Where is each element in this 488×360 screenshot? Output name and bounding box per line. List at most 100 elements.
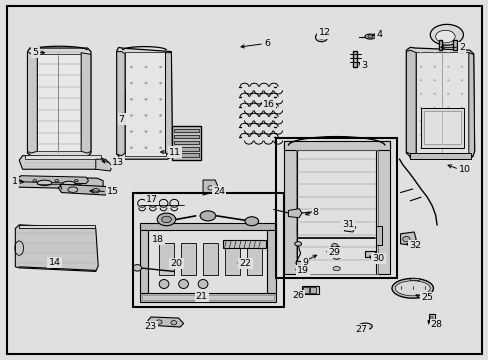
Bar xyxy=(423,111,460,144)
Polygon shape xyxy=(344,223,355,232)
Bar xyxy=(174,147,198,150)
Bar xyxy=(283,141,389,150)
Ellipse shape xyxy=(68,187,78,192)
Ellipse shape xyxy=(433,107,435,108)
Text: 26: 26 xyxy=(292,291,304,300)
Ellipse shape xyxy=(419,134,421,135)
Polygon shape xyxy=(165,53,172,156)
Ellipse shape xyxy=(433,121,435,122)
Ellipse shape xyxy=(419,80,421,81)
Text: 15: 15 xyxy=(107,187,119,196)
Ellipse shape xyxy=(447,121,448,122)
Ellipse shape xyxy=(433,148,435,149)
Text: 24: 24 xyxy=(212,187,224,196)
Ellipse shape xyxy=(460,52,462,54)
Ellipse shape xyxy=(447,134,448,135)
Polygon shape xyxy=(15,225,98,271)
Text: 1: 1 xyxy=(11,177,18,186)
Text: 8: 8 xyxy=(312,208,318,217)
Bar xyxy=(303,287,308,293)
Ellipse shape xyxy=(447,66,448,67)
Ellipse shape xyxy=(33,180,37,182)
Ellipse shape xyxy=(159,114,162,116)
Polygon shape xyxy=(406,47,474,159)
Bar xyxy=(409,153,470,159)
Ellipse shape xyxy=(433,66,435,67)
Ellipse shape xyxy=(207,186,212,190)
Text: 2: 2 xyxy=(458,43,464,52)
Ellipse shape xyxy=(331,253,340,259)
Ellipse shape xyxy=(460,80,462,81)
Ellipse shape xyxy=(419,66,421,67)
Ellipse shape xyxy=(460,107,462,108)
Ellipse shape xyxy=(331,243,337,247)
Ellipse shape xyxy=(361,324,368,328)
Text: 10: 10 xyxy=(458,165,470,174)
Text: 21: 21 xyxy=(195,292,207,301)
Ellipse shape xyxy=(144,98,147,100)
Ellipse shape xyxy=(130,66,132,68)
Ellipse shape xyxy=(159,98,162,100)
Ellipse shape xyxy=(159,66,162,68)
Bar xyxy=(302,286,319,294)
Bar xyxy=(438,40,441,50)
Polygon shape xyxy=(400,232,415,245)
Bar xyxy=(409,278,418,280)
Text: 9: 9 xyxy=(302,258,307,267)
Bar xyxy=(246,243,261,275)
Ellipse shape xyxy=(319,36,324,39)
Bar xyxy=(283,141,297,274)
Polygon shape xyxy=(58,184,109,195)
Bar xyxy=(420,108,463,148)
Ellipse shape xyxy=(294,242,301,246)
Text: 18: 18 xyxy=(152,235,163,244)
Ellipse shape xyxy=(367,35,372,38)
Bar xyxy=(296,261,302,265)
Polygon shape xyxy=(117,51,125,156)
Ellipse shape xyxy=(37,180,52,185)
Ellipse shape xyxy=(130,147,132,149)
Polygon shape xyxy=(288,209,302,218)
Text: 7: 7 xyxy=(119,114,124,123)
Bar xyxy=(309,287,315,293)
Bar xyxy=(159,243,173,275)
Ellipse shape xyxy=(170,320,176,325)
Text: 30: 30 xyxy=(371,254,384,263)
Bar xyxy=(276,138,396,278)
Ellipse shape xyxy=(364,34,375,39)
Ellipse shape xyxy=(433,93,435,95)
Polygon shape xyxy=(19,156,103,169)
Ellipse shape xyxy=(447,148,448,149)
Ellipse shape xyxy=(161,216,171,223)
Ellipse shape xyxy=(144,66,147,68)
Bar xyxy=(174,129,198,132)
Ellipse shape xyxy=(419,52,421,54)
Text: 16: 16 xyxy=(263,100,274,109)
Ellipse shape xyxy=(394,281,429,296)
Ellipse shape xyxy=(460,121,462,122)
Polygon shape xyxy=(203,180,217,195)
Text: 4: 4 xyxy=(375,30,382,39)
Ellipse shape xyxy=(156,320,162,324)
Bar xyxy=(375,141,389,274)
Polygon shape xyxy=(27,51,37,153)
Bar xyxy=(428,314,434,321)
Ellipse shape xyxy=(358,323,371,329)
Polygon shape xyxy=(468,53,474,157)
Ellipse shape xyxy=(178,279,188,288)
Text: 22: 22 xyxy=(239,259,251,268)
Ellipse shape xyxy=(447,52,448,54)
Ellipse shape xyxy=(159,82,162,84)
Polygon shape xyxy=(19,225,95,228)
Ellipse shape xyxy=(433,80,435,81)
Text: 17: 17 xyxy=(146,195,158,204)
Bar xyxy=(174,141,198,144)
Ellipse shape xyxy=(133,265,142,271)
Polygon shape xyxy=(81,53,91,153)
Ellipse shape xyxy=(315,33,327,42)
Bar xyxy=(174,135,198,138)
Bar xyxy=(375,226,381,245)
Ellipse shape xyxy=(429,24,463,45)
Bar xyxy=(140,293,276,302)
Ellipse shape xyxy=(447,107,448,108)
